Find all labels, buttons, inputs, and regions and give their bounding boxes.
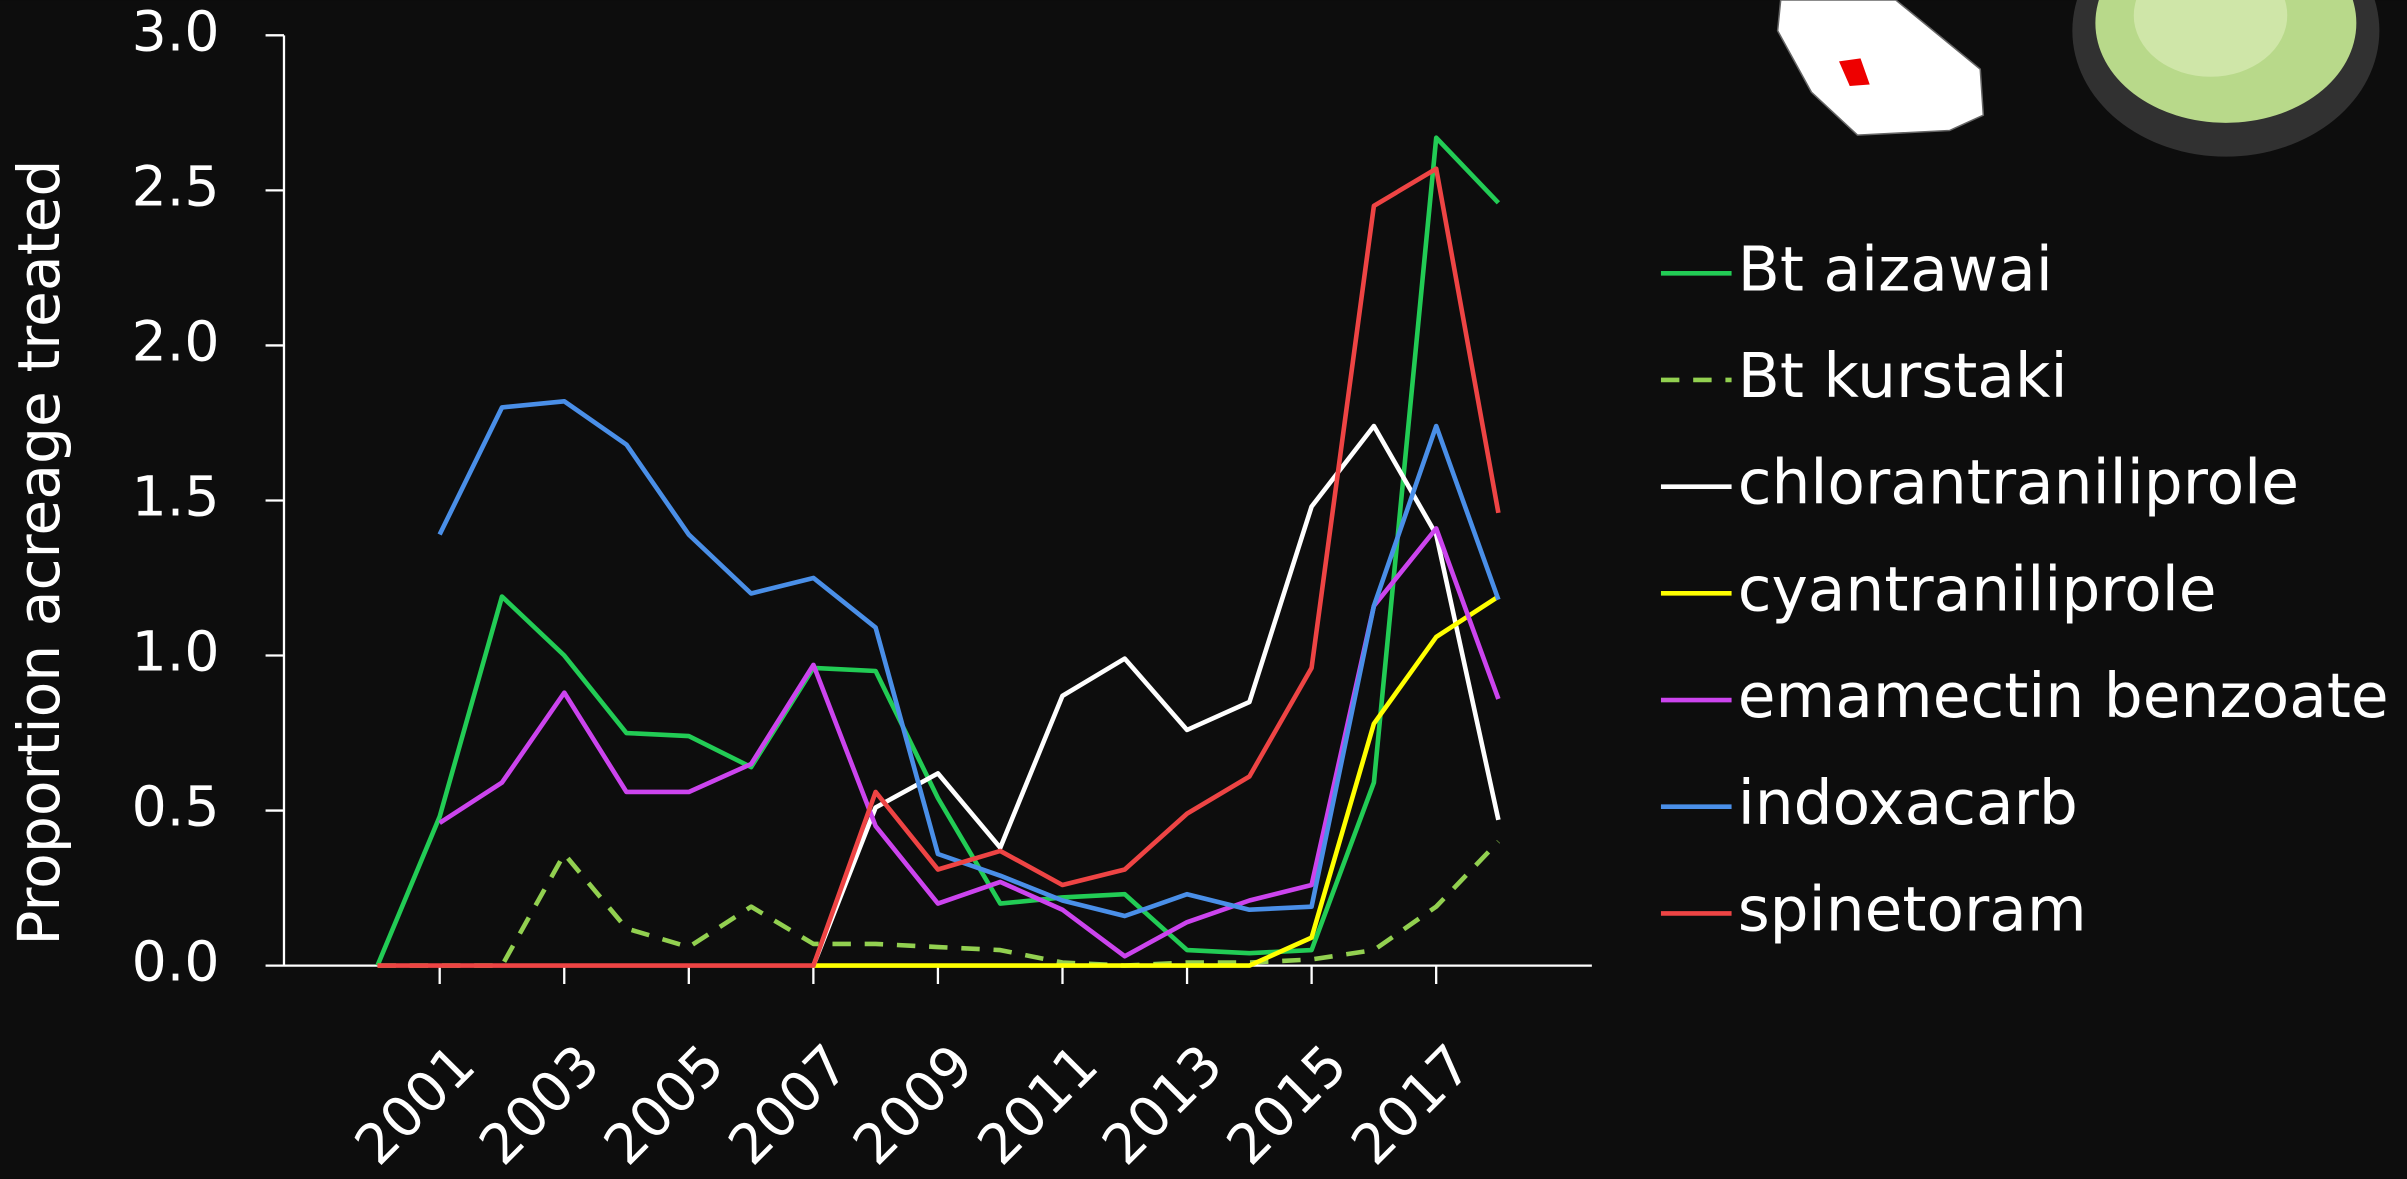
y-tick-label: 0.0	[132, 931, 220, 995]
legend-label: Bt kurstaki	[1738, 341, 2068, 412]
series-line	[813, 594, 1500, 968]
y-tick-label: 1.5	[132, 466, 220, 530]
legend-label: emamectin benzoate	[1738, 661, 2389, 732]
series-line	[375, 135, 1501, 967]
y-tick-label: 1.0	[132, 621, 220, 685]
legend-label: cyantraniliprole	[1738, 554, 2217, 625]
y-axis-label: Proportion acreage treated	[5, 160, 73, 946]
series-line	[437, 398, 1501, 919]
map-icon	[1776, 0, 1985, 136]
legend-label: chlorantraniliprole	[1738, 448, 2299, 519]
y-tick-label: 2.0	[132, 311, 220, 375]
cabbage-icon	[2072, 0, 2380, 157]
legend-label: spinetoram	[1738, 874, 2087, 945]
y-tick-label: 2.5	[132, 156, 220, 220]
legend-label: Bt aizawai	[1738, 234, 2053, 305]
series-line	[377, 166, 1501, 968]
legend-label: indoxacarb	[1738, 768, 2078, 839]
series-line	[377, 839, 1501, 968]
series-line	[438, 526, 1501, 959]
series-line	[811, 423, 1501, 967]
y-tick-label: 0.5	[132, 776, 220, 840]
y-tick-label: 3.0	[132, 0, 220, 64]
